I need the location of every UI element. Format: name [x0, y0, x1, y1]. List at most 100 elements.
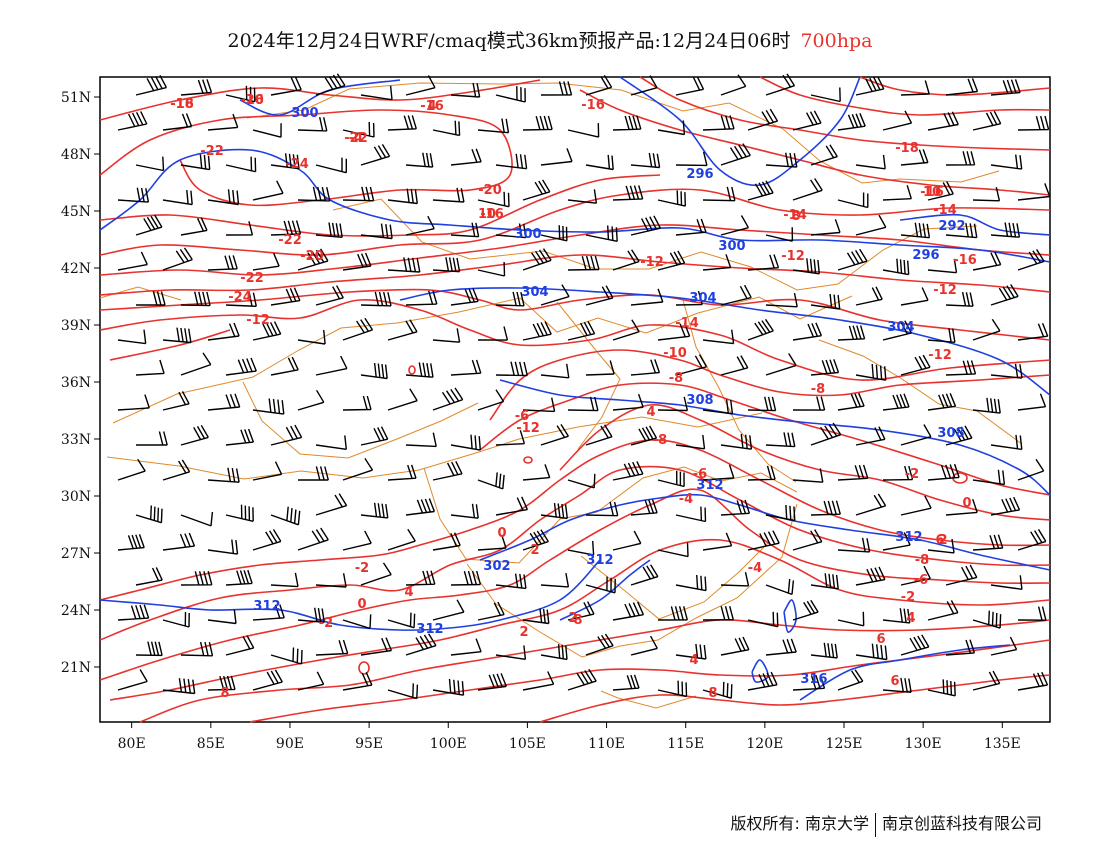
wind-barb — [162, 532, 196, 551]
wind-barb — [567, 473, 596, 489]
wind-barb — [837, 325, 866, 341]
temperature-isotherm — [99, 299, 1051, 381]
wind-barb — [990, 363, 1023, 379]
temperature-label: -16 — [240, 93, 264, 108]
height-contour — [899, 213, 1051, 236]
height-label: 300 — [291, 106, 318, 121]
wind-barb — [612, 249, 640, 271]
wind-barb — [135, 567, 163, 586]
temperature-label: -16 — [480, 207, 504, 222]
wind-barb — [972, 610, 1002, 629]
wind-barb — [522, 397, 556, 413]
wind-barb — [657, 606, 688, 621]
wind-barb — [117, 534, 145, 551]
temperature-label: -2 — [319, 616, 333, 631]
boundary-line — [242, 381, 479, 459]
wind-barb — [972, 469, 1006, 486]
wind-barb — [720, 355, 749, 376]
wind-barb — [135, 214, 163, 236]
temperature-isotherm — [539, 674, 1051, 723]
wind-barb — [405, 633, 437, 656]
wind-barb — [315, 435, 347, 450]
height-label: 304 — [887, 320, 914, 335]
wind-barb — [450, 570, 482, 586]
wind-barb — [972, 397, 1001, 414]
wind-barb — [315, 355, 348, 376]
wind-barb — [810, 573, 839, 590]
wind-barb — [810, 500, 841, 516]
temperature-label: 8 — [708, 686, 717, 701]
wind-barb — [702, 186, 736, 202]
wind-barb — [900, 424, 932, 446]
temperature-label: -2 — [901, 590, 915, 605]
wind-barb — [1017, 183, 1051, 201]
wind-barb — [297, 116, 328, 132]
wind-barb — [270, 647, 303, 665]
wind-barb — [585, 576, 616, 594]
temperature-isotherm — [99, 439, 1051, 601]
wind-barb — [765, 579, 795, 596]
wind-barb — [882, 608, 911, 624]
wind-barb — [450, 503, 479, 519]
wind-barb — [972, 318, 1001, 341]
wind-barb — [792, 178, 823, 201]
wind-barb — [567, 601, 595, 621]
wind-barb — [162, 611, 190, 628]
temperature-label: -16 — [581, 98, 605, 113]
wind-barb — [630, 359, 661, 376]
temperature-isotherm — [99, 174, 661, 237]
wind-barb — [252, 529, 282, 551]
wind-barb — [315, 639, 349, 656]
height-contour — [99, 148, 1051, 263]
boundary-line — [818, 339, 1023, 445]
wind-barb — [477, 261, 506, 277]
wind-barb — [225, 357, 257, 376]
wind-barb — [792, 468, 824, 483]
wind-barb — [720, 572, 750, 587]
wind-barb — [495, 361, 528, 377]
temperature-label: 6 — [935, 533, 944, 548]
temperature-contours — [99, 76, 1051, 723]
wind-barb — [360, 502, 389, 519]
wind-barb — [495, 223, 527, 239]
wind-barb — [298, 466, 329, 481]
wind-barb — [315, 157, 347, 174]
x-tick-label: 120E — [746, 736, 783, 752]
wind-barb — [945, 222, 978, 239]
wind-barb — [522, 608, 550, 625]
wind-barb — [927, 679, 956, 697]
footer: 版权所有: 南京大学 南京创蓝科技有限公司 — [731, 810, 1042, 837]
wind-barb — [945, 151, 976, 166]
wind-barb — [270, 356, 299, 376]
wind-barb — [855, 364, 887, 381]
temperature-label: 10 — [478, 207, 496, 222]
wind-barb — [432, 257, 461, 273]
x-tick-label: 125E — [826, 736, 863, 752]
temperature-isotherm — [109, 538, 1051, 701]
wind-barb — [135, 505, 163, 524]
temperature-label: -12 — [640, 255, 664, 270]
wind-barb — [900, 222, 931, 239]
wind-barb — [270, 572, 299, 588]
wind-barb — [585, 154, 614, 171]
height-contour — [399, 287, 1051, 396]
temperature-label: -12 — [781, 249, 805, 264]
wind-barb — [522, 115, 553, 131]
wind-barb — [585, 225, 618, 242]
wind-barb — [837, 464, 869, 481]
temperature-isotherm — [759, 76, 1051, 116]
wind-barb — [207, 189, 240, 206]
wind-barb — [162, 247, 193, 271]
wind-barb — [837, 669, 864, 691]
temperature-label: -4 — [349, 131, 363, 146]
wind-barb — [585, 74, 613, 96]
wind-barb — [792, 258, 820, 275]
wind-barb — [882, 320, 913, 341]
wind-barb — [567, 396, 599, 412]
wind-barb — [360, 562, 392, 586]
wind-barb — [495, 573, 527, 590]
temperature-label: -8 — [811, 382, 825, 397]
wind-barb — [612, 115, 642, 131]
wind-barb — [927, 181, 954, 201]
